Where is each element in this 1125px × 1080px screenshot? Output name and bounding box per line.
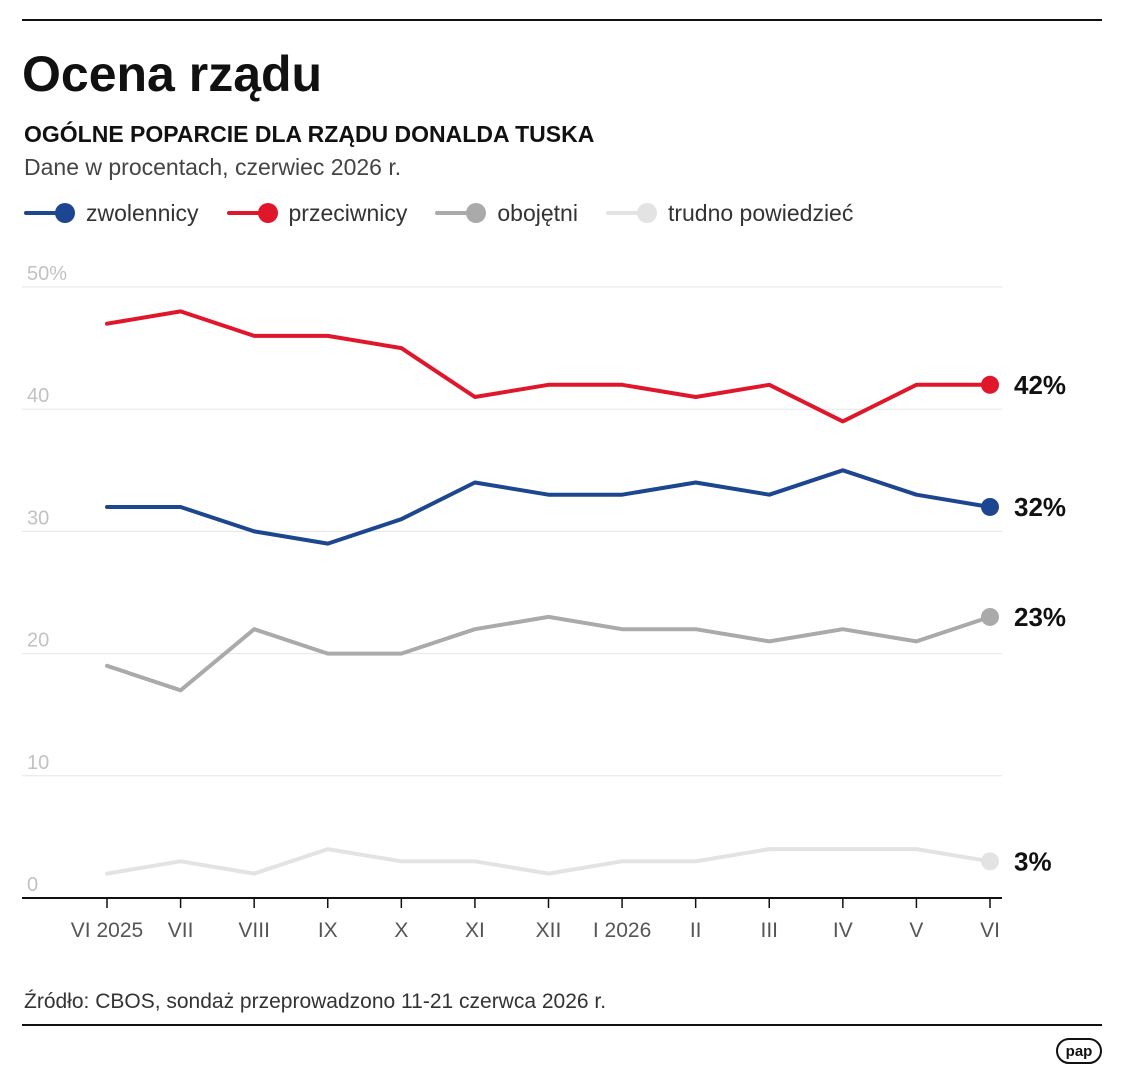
x-tick-label: XI bbox=[465, 919, 485, 942]
legend-swatch-icon bbox=[226, 203, 279, 223]
bottom-rule bbox=[22, 1024, 1102, 1026]
y-tick-label: 10 bbox=[27, 752, 49, 774]
x-tick-label: IV bbox=[833, 919, 853, 942]
legend-swatch-icon bbox=[435, 203, 487, 223]
legend-label: przeciwnicy bbox=[288, 199, 408, 226]
legend-dot-icon bbox=[55, 203, 75, 223]
legend-label: trudno powiedzieć bbox=[667, 199, 854, 226]
series-line-obojętni bbox=[105, 614, 992, 693]
legend-line-swatch bbox=[435, 211, 476, 215]
source-note: Źródło: CBOS, sondaż przeprowadzono 11-2… bbox=[24, 990, 607, 1013]
end-value-label: 23% bbox=[1014, 602, 1066, 632]
x-tick-label: IX bbox=[318, 919, 338, 942]
logo-text: pap bbox=[1066, 1043, 1093, 1060]
legend-item-przeciwnicy: przeciwnicy bbox=[226, 199, 408, 227]
x-tick-label: XII bbox=[536, 919, 562, 942]
end-value-label: 42% bbox=[1014, 370, 1066, 400]
series-line-zwolennicy bbox=[105, 468, 992, 546]
y-tick-label: 30 bbox=[27, 507, 49, 529]
legend-dot-icon bbox=[466, 203, 487, 223]
end-point-marker bbox=[981, 497, 999, 516]
x-tick-label: VI 2025 bbox=[71, 919, 143, 942]
legend-swatch-icon bbox=[605, 203, 658, 223]
x-tick-label: X bbox=[394, 919, 408, 942]
legend-label: obojętni bbox=[497, 199, 578, 226]
legend-swatch-icon bbox=[24, 203, 76, 223]
x-tick-label: VI bbox=[980, 919, 1000, 942]
x-tick-label: V bbox=[909, 919, 923, 942]
x-tick-label: II bbox=[690, 919, 702, 942]
end-point-marker bbox=[981, 375, 999, 394]
legend-dot-icon bbox=[257, 203, 278, 223]
legend-line-swatch bbox=[226, 211, 267, 215]
pap-logo: pap bbox=[1056, 1038, 1102, 1064]
x-tick-label: VIII bbox=[238, 919, 270, 942]
end-value-label: 3% bbox=[1014, 846, 1052, 876]
series-line-przeciwnicy bbox=[105, 309, 992, 424]
legend-line-swatch bbox=[24, 211, 64, 215]
legend-line-swatch bbox=[605, 211, 646, 215]
y-tick-label: 20 bbox=[27, 630, 49, 652]
y-tick-label: 0 bbox=[27, 874, 38, 896]
y-tick-label: 40 bbox=[27, 385, 49, 407]
end-value-label: 32% bbox=[1014, 492, 1066, 522]
top-rule bbox=[22, 19, 1102, 21]
x-tick-label: I 2026 bbox=[593, 919, 651, 942]
legend-item-trudno-powiedziec: trudno powiedzieć bbox=[605, 199, 854, 227]
legend-label: zwolennicy bbox=[86, 199, 199, 226]
x-tick-label: VII bbox=[168, 919, 194, 942]
y-tick-label: 50% bbox=[27, 263, 67, 285]
x-tick-label: III bbox=[760, 919, 778, 942]
end-point-marker bbox=[981, 607, 999, 626]
chart-subtitle: OGÓLNE POPARCIE DLA RZĄDU DONALDA TUSKA bbox=[24, 121, 595, 147]
end-point-marker bbox=[981, 852, 999, 871]
legend-dot-icon bbox=[636, 203, 657, 223]
legend-item-zwolennicy: zwolennicy bbox=[24, 200, 199, 227]
chart-title: Ocena rządu bbox=[22, 46, 323, 102]
chart-note: Dane w procentach, czerwiec 2026 r. bbox=[24, 154, 402, 180]
legend: zwolennicy przeciwnicy obojętni trudno p… bbox=[24, 197, 881, 229]
legend-item-obojetni: obojętni bbox=[435, 200, 578, 227]
series-line-trudno-powiedzieć bbox=[105, 847, 992, 876]
